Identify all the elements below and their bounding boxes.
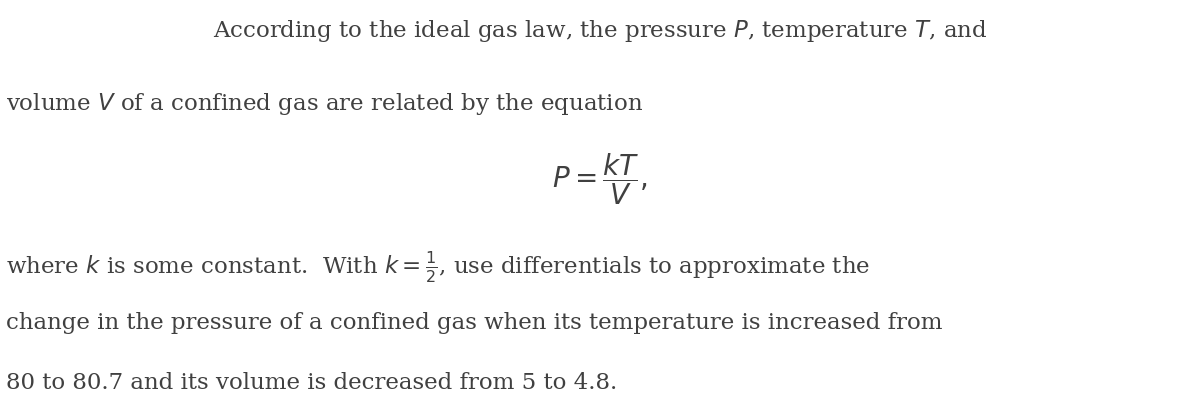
Text: 80 to 80.7 and its volume is decreased from 5 to 4.8.: 80 to 80.7 and its volume is decreased f…	[6, 372, 617, 394]
Text: volume $V$ of a confined gas are related by the equation: volume $V$ of a confined gas are related…	[6, 91, 643, 117]
Text: According to the ideal gas law, the pressure $P$, temperature $T$, and: According to the ideal gas law, the pres…	[212, 18, 988, 44]
Text: $P = \dfrac{kT}{V},$: $P = \dfrac{kT}{V},$	[552, 151, 648, 206]
Text: change in the pressure of a confined gas when its temperature is increased from: change in the pressure of a confined gas…	[6, 312, 942, 333]
Text: where $k$ is some constant.  With $k = \frac{1}{2}$, use differentials to approx: where $k$ is some constant. With $k = \f…	[6, 250, 870, 285]
